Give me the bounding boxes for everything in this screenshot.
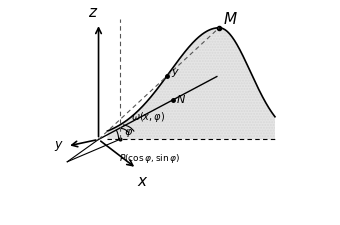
Text: $y$: $y$: [54, 139, 64, 153]
Text: $P(\cos\varphi,\sin\varphi)$: $P(\cos\varphi,\sin\varphi)$: [119, 152, 180, 165]
Text: $M$: $M$: [223, 11, 238, 27]
Text: $\omega(x,\varphi)$: $\omega(x,\varphi)$: [131, 110, 165, 124]
Text: $y$: $y$: [171, 67, 180, 79]
Text: $N$: $N$: [176, 93, 186, 105]
Text: $\varphi$: $\varphi$: [124, 127, 133, 140]
Text: $z$: $z$: [88, 5, 98, 20]
Text: $x$: $x$: [137, 174, 149, 189]
